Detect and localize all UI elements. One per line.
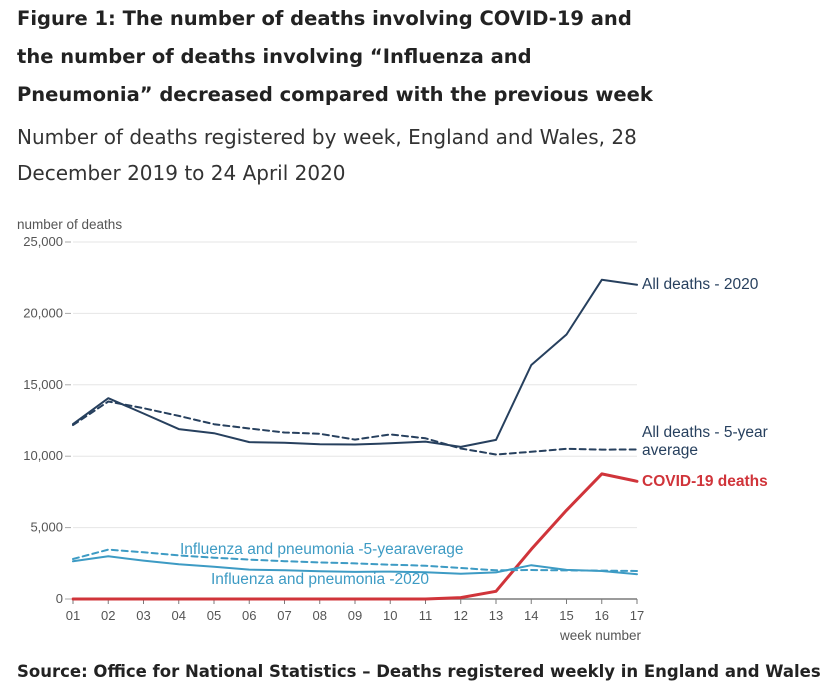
x-tick-label: 04 bbox=[172, 608, 186, 623]
x-tick-label: 13 bbox=[489, 608, 503, 623]
series-labels: All deaths - 2020 All deaths - 5-year aver… bbox=[180, 276, 768, 588]
x-tick-label: 08 bbox=[313, 608, 327, 623]
series-line-flu-pneumonia-2020 bbox=[72, 555, 638, 576]
y-axis-title: number of deaths bbox=[17, 217, 122, 232]
series-line-all-deaths-5yr-avg bbox=[72, 400, 638, 456]
x-tick-label: 06 bbox=[242, 608, 256, 623]
label-all-deaths-2020: All deaths - 2020 bbox=[642, 276, 759, 293]
x-tick-label: 14 bbox=[524, 608, 538, 623]
x-tick-label: 03 bbox=[136, 608, 150, 623]
chart-subtitle: Number of deaths registered by week, Eng… bbox=[17, 125, 637, 185]
chart-title: Figure 1: The number of deaths involving… bbox=[17, 7, 653, 106]
series-line-covid-19-deaths bbox=[71, 472, 639, 601]
series-line-flu-pneumonia-5yr-avg bbox=[72, 548, 638, 572]
y-tick-label: 10,000 bbox=[23, 448, 63, 463]
y-tick-label: 0 bbox=[56, 591, 63, 606]
gridlines bbox=[73, 241, 637, 529]
y-tick-label: 15,000 bbox=[23, 377, 63, 392]
x-tick-label: 09 bbox=[348, 608, 362, 623]
x-tick-label: 10 bbox=[383, 608, 397, 623]
x-tick-label: 05 bbox=[207, 608, 221, 623]
label-covid-19-deaths: COVID-19 deaths bbox=[642, 473, 768, 490]
source-note: Source: Office for National Statistics –… bbox=[17, 662, 821, 681]
x-tick-label: 02 bbox=[101, 608, 115, 623]
x-tick-label: 07 bbox=[277, 608, 291, 623]
x-tick-label: 11 bbox=[419, 608, 433, 623]
x-tick-label: 16 bbox=[595, 608, 609, 623]
y-tick-label: 5,000 bbox=[30, 520, 63, 535]
x-tick-label: 15 bbox=[559, 608, 573, 623]
y-tick-label: 25,000 bbox=[23, 234, 63, 249]
x-tick-label: 17 bbox=[630, 608, 644, 623]
x-axis-title: week number bbox=[559, 628, 642, 643]
series-line-all-deaths-2020 bbox=[72, 278, 638, 448]
label-flu-pneumonia-2020: Influenza and pneumonia -2020 bbox=[211, 571, 429, 588]
series-lines bbox=[71, 278, 639, 601]
label-all-deaths-5yr-avg: All deaths - 5-year average bbox=[642, 424, 768, 459]
y-tick-label: 20,000 bbox=[23, 305, 63, 320]
line-chart: number of deaths 0 5,000 10,000 15,000 20,000… bbox=[17, 217, 768, 643]
x-tick-label: 01 bbox=[66, 608, 80, 623]
label-flu-pneumonia-5yr-avg: Influenza and pneumonia -5-yearaverage bbox=[180, 541, 464, 558]
x-tick-label: 12 bbox=[454, 608, 468, 623]
